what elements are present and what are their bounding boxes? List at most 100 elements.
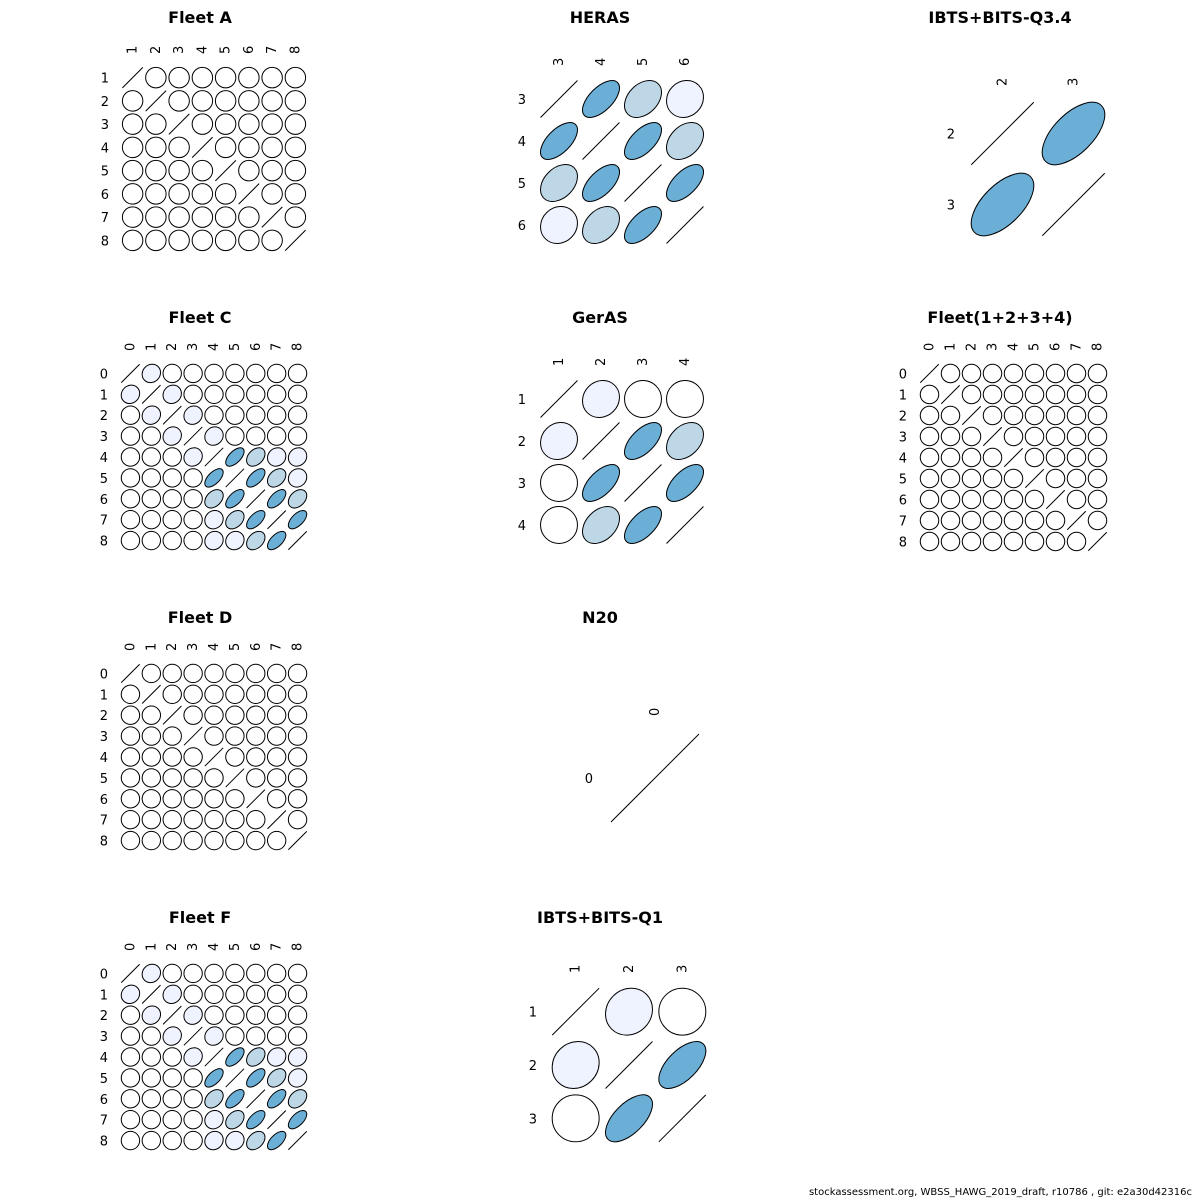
correlation-ellipse [582, 164, 620, 202]
correlation-ellipse [225, 1047, 245, 1067]
correlation-ellipse [141, 663, 162, 684]
correlation-ellipse [191, 229, 214, 252]
row-label: 1 [100, 688, 108, 703]
correlation-ellipse [225, 809, 245, 830]
correlation-ellipse [120, 405, 141, 425]
column-label: 6 [1049, 343, 1064, 351]
correlation-ellipse [287, 747, 308, 767]
correlation-ellipse [266, 705, 287, 725]
correlation-ellipse [141, 489, 162, 509]
correlation-ellipse [162, 384, 182, 405]
correlation-ellipse [1066, 405, 1087, 426]
correlation-ellipse [266, 1047, 287, 1067]
column-label: 4 [594, 58, 609, 66]
correlation-ellipse [287, 509, 308, 530]
correlation-ellipse [145, 159, 167, 182]
correlation-ellipse [287, 984, 308, 1005]
correlation-ellipse [961, 426, 982, 447]
correlation-ellipse [246, 747, 266, 767]
correlation-ellipse [1066, 489, 1087, 510]
correlation-ellipse [183, 663, 203, 684]
diagonal-mark [1003, 447, 1024, 468]
correlation-ellipse [204, 363, 224, 384]
column-label: 0 [123, 643, 138, 651]
row-label: 6 [100, 1093, 108, 1108]
correlation-ellipse [183, 1005, 203, 1025]
diagonal-mark [191, 136, 213, 158]
correlation-ellipse [658, 987, 707, 1036]
correlation-ellipse [1045, 405, 1066, 426]
correlation-ellipse [287, 1068, 308, 1088]
correlation-ellipse [120, 1109, 141, 1130]
correlation-ellipse [183, 1130, 203, 1151]
correlation-ellipse [287, 726, 308, 746]
correlation-ellipse [183, 447, 203, 467]
correlation-ellipse [121, 136, 144, 159]
correlation-ellipse [1066, 363, 1087, 384]
diagonal-mark [162, 405, 182, 425]
correlation-ellipse [551, 1041, 600, 1089]
row-label: 8 [100, 535, 108, 550]
correlation-ellipse [1003, 531, 1024, 552]
correlation-ellipse [266, 768, 287, 788]
correlation-ellipse [982, 384, 1003, 405]
correlation-ellipse [266, 426, 287, 446]
panel-geras: GerAS 1 2 3 4 1 2 3 4 [518, 308, 704, 544]
correlation-ellipse [225, 747, 245, 767]
correlation-ellipse [214, 206, 237, 228]
correlation-ellipse [266, 530, 287, 551]
panel-ibts-bits-q1: IBTS+BITS-Q1 1 2 3 1 2 3 [529, 908, 707, 1143]
correlation-ellipse [284, 183, 307, 205]
column-label: 2 [165, 343, 180, 351]
correlation-ellipse [287, 1047, 308, 1067]
row-label: 3 [529, 1112, 537, 1127]
correlation-ellipse [162, 684, 182, 705]
correlation-ellipse [540, 206, 578, 244]
row-label: 2 [100, 409, 108, 424]
correlation-ellipse [121, 206, 144, 228]
correlation-ellipse [246, 530, 266, 551]
diagonal-mark [168, 113, 190, 135]
correlation-ellipse [540, 164, 578, 202]
correlation-ellipse [1087, 426, 1108, 447]
diagonal-mark [970, 101, 1035, 166]
correlation-ellipse [266, 363, 287, 384]
correlation-ellipse [1087, 510, 1108, 531]
correlation-ellipse [287, 363, 308, 384]
correlation-ellipse [120, 1005, 141, 1025]
column-label: 5 [228, 643, 243, 651]
column-label: 4 [1007, 343, 1022, 351]
correlation-ellipse [1066, 426, 1087, 447]
column-label: 7 [265, 46, 280, 54]
correlation-ellipse [582, 80, 620, 118]
row-label: 5 [899, 473, 907, 488]
row-label: 2 [100, 709, 108, 724]
correlation-ellipse [246, 830, 266, 851]
correlation-ellipse [961, 447, 982, 468]
correlation-ellipse [266, 468, 287, 488]
row-label: 3 [947, 199, 955, 214]
correlation-ellipse [624, 206, 662, 244]
correlation-ellipse [246, 1109, 266, 1130]
correlation-ellipse [287, 1089, 308, 1109]
correlation-ellipse [183, 768, 203, 788]
correlation-ellipse [204, 663, 224, 684]
correlation-ellipse [238, 136, 260, 159]
diagonal-mark [582, 422, 620, 460]
diagonal-mark [225, 768, 245, 788]
diagonal-mark [267, 510, 287, 530]
correlation-ellipse [204, 726, 224, 746]
row-label: 3 [899, 431, 907, 446]
correlation-ellipse [266, 663, 287, 684]
correlation-ellipse [162, 789, 182, 809]
correlation-ellipse [225, 684, 245, 705]
diagonal-mark [141, 384, 161, 404]
correlation-ellipse [1087, 489, 1108, 510]
correlation-ellipse [120, 1068, 141, 1088]
column-label: 1 [144, 943, 159, 951]
correlation-ellipse [940, 489, 961, 510]
correlation-ellipse [261, 90, 283, 112]
correlation-ellipse [141, 1047, 162, 1067]
correlation-ellipse [540, 464, 578, 502]
